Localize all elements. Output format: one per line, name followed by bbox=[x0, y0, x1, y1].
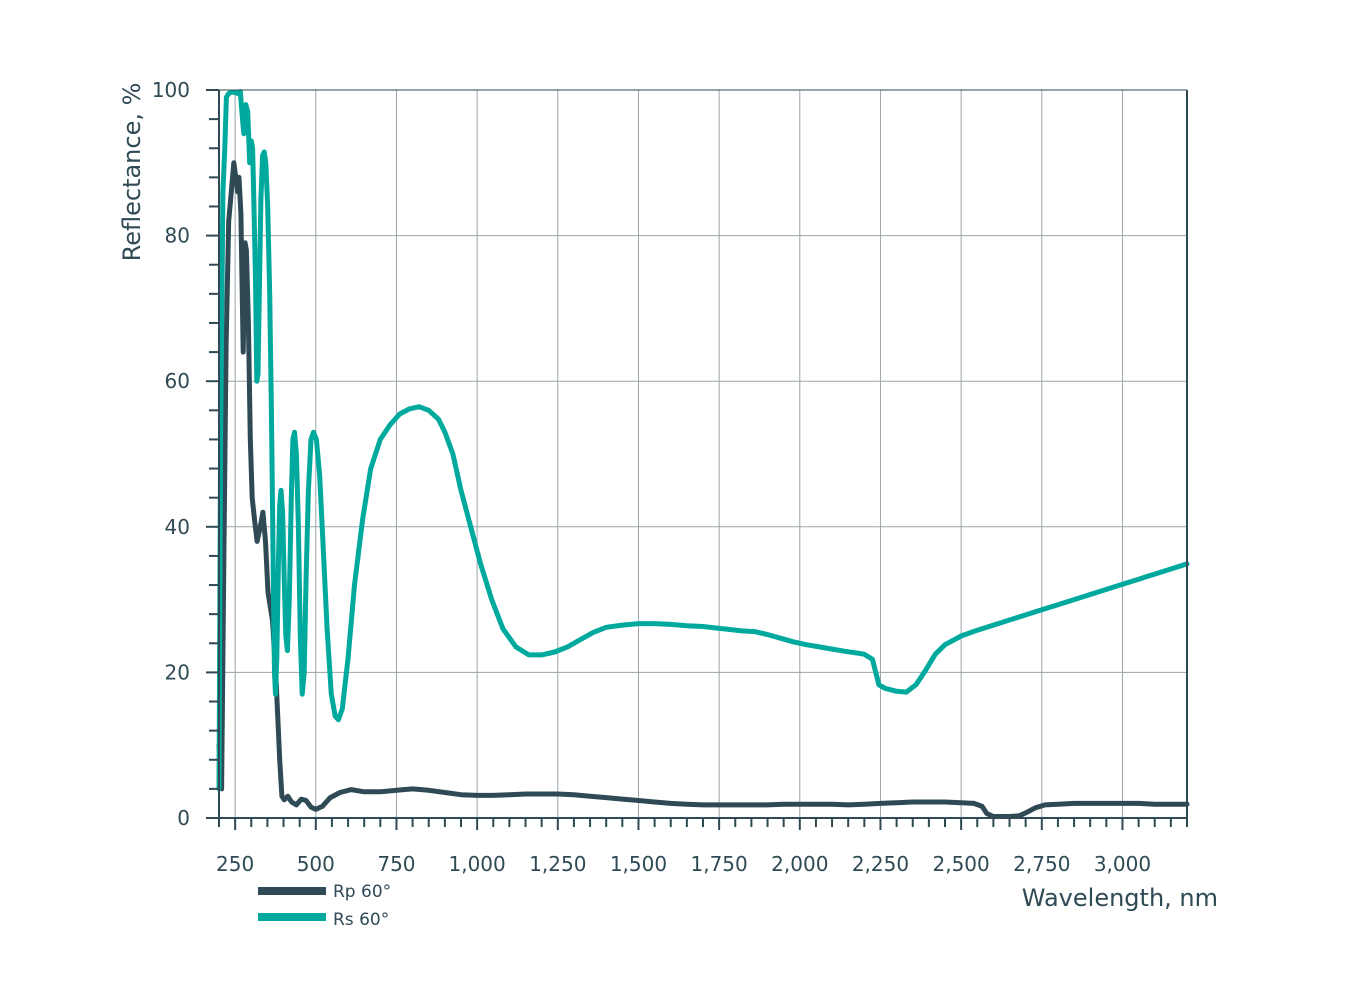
x-tick-label: 250 bbox=[216, 852, 254, 876]
y-tick-label: 0 bbox=[177, 806, 190, 830]
x-tick-label: 2,750 bbox=[1013, 852, 1070, 876]
x-tick-label: 750 bbox=[377, 852, 415, 876]
y-axis-title: Reflectance, % bbox=[118, 83, 146, 262]
x-tick-label: 2,500 bbox=[933, 852, 990, 876]
x-tick-label: 1,250 bbox=[529, 852, 586, 876]
y-tick-label: 80 bbox=[165, 224, 190, 248]
legend-label-rp: Rp 60° bbox=[333, 882, 391, 902]
tick-marks bbox=[206, 89, 1188, 830]
x-tick-label: 3,000 bbox=[1094, 852, 1151, 876]
y-tick-label: 60 bbox=[165, 369, 190, 393]
tick-labels: 250 500 750 1,000 1,250 1,500 1,750 2,000 2,250 2… bbox=[152, 78, 1151, 876]
y-tick-label: 100 bbox=[152, 78, 190, 102]
series-line-rp bbox=[216, 160, 1190, 819]
x-tick-label: 500 bbox=[297, 852, 335, 876]
x-tick-label: 2,000 bbox=[771, 852, 828, 876]
series-line-rs bbox=[216, 89, 1190, 792]
plot-area bbox=[216, 89, 1190, 819]
legend: Rp 60° Rs 60° bbox=[258, 882, 391, 930]
y-tick-label: 40 bbox=[165, 515, 190, 539]
x-tick-label: 1,750 bbox=[691, 852, 748, 876]
x-tick-label: 1,500 bbox=[610, 852, 667, 876]
x-axis-title: Wavelength, nm bbox=[1022, 884, 1218, 912]
y-tick-label: 20 bbox=[165, 660, 190, 684]
x-tick-label: 2,250 bbox=[852, 852, 909, 876]
legend-label-rs: Rs 60° bbox=[333, 910, 389, 930]
x-tick-label: 1,000 bbox=[449, 852, 506, 876]
